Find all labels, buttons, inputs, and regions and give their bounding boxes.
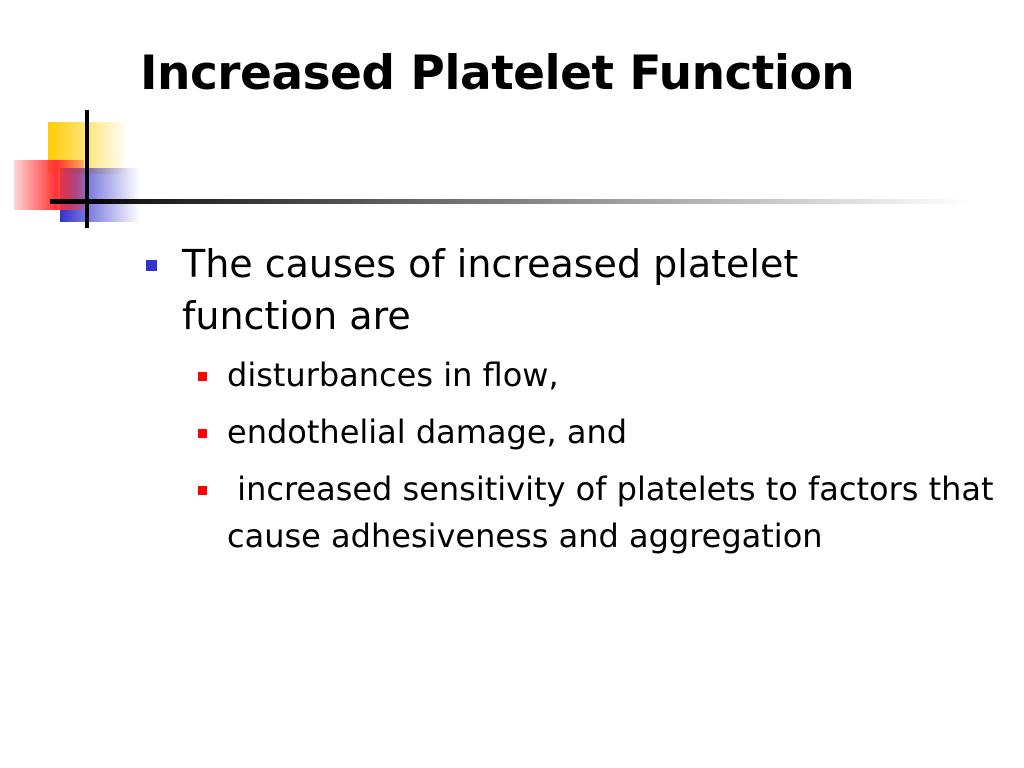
sub-text: increased sensitivity of platelets to fa… [227,470,1004,555]
bullet [146,260,157,271]
sub-text: disturbances in flow, [227,356,559,394]
title: Increased Platelet Function [140,46,855,101]
decoration [14,110,970,228]
sub-list: disturbances in flow, endothelial damage,… [198,352,997,570]
bullet-text: The causes of increased platelet functio… [182,242,799,338]
sub-item: increased sensitivity of platelets to fa… [198,466,997,560]
sub-bullet [198,372,207,381]
sub-bullet [198,486,207,495]
sub-bullet [198,429,207,438]
sub-item: endothelial damage, and [198,409,997,456]
sub-item: disturbances in flow, [198,352,997,399]
sub-text: endothelial damage, and [227,413,628,451]
